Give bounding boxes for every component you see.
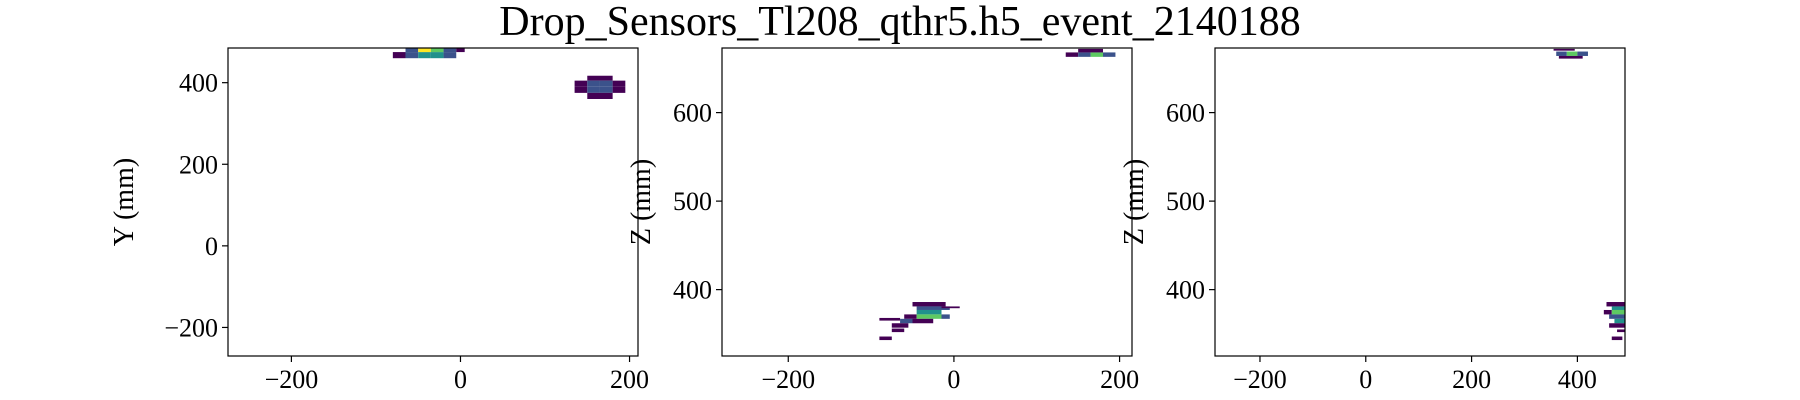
y-axis-label: Y (mm) bbox=[109, 158, 140, 246]
heatmap-cell bbox=[916, 314, 942, 319]
heatmap-cell bbox=[1617, 329, 1625, 333]
axes-frame bbox=[227, 47, 639, 357]
heatmap-cell bbox=[405, 52, 419, 59]
heatmap-cell bbox=[1611, 336, 1623, 341]
x-tick-label: −200 bbox=[265, 365, 319, 394]
heatmap-cell bbox=[1606, 302, 1625, 307]
panel-xz: −200 0 200 400 500 600 Z (mm) bbox=[626, 47, 1139, 394]
heatmap-cell bbox=[587, 92, 613, 99]
x-tick-label: −200 bbox=[761, 365, 815, 394]
heatmap-cell bbox=[1558, 55, 1583, 59]
heatmap-cell bbox=[1614, 318, 1625, 324]
heatmap-cell bbox=[612, 80, 626, 87]
heatmap-cells bbox=[392, 48, 626, 99]
heatmap-cell bbox=[612, 86, 626, 93]
y-tick-label: 600 bbox=[673, 99, 712, 128]
heatmap-cell bbox=[912, 318, 934, 324]
heatmap-cell bbox=[418, 48, 431, 53]
figure-title: Drop_Sensors_Tl208_qthr5.h5_event_214018… bbox=[499, 0, 1300, 45]
heatmap-cell bbox=[418, 52, 431, 59]
heatmap-cell bbox=[599, 80, 613, 87]
heatmap-cell bbox=[879, 336, 892, 341]
x-tick-label: 0 bbox=[1359, 365, 1372, 394]
heatmap-cell bbox=[1566, 51, 1578, 56]
y-tick-label: 400 bbox=[179, 69, 218, 98]
heatmap-cell bbox=[941, 306, 960, 309]
heatmap-cell bbox=[1553, 48, 1575, 51]
heatmap-cell bbox=[1603, 309, 1612, 315]
heatmap-cell bbox=[1611, 306, 1625, 310]
heatmap-cell bbox=[1556, 51, 1567, 56]
heatmap-cells bbox=[1553, 48, 1625, 341]
x-tick-label: 0 bbox=[454, 365, 467, 394]
y-tick-label: 500 bbox=[673, 187, 712, 216]
x-tick-label: 200 bbox=[1100, 365, 1139, 394]
x-tick-label: 200 bbox=[610, 365, 649, 394]
heatmap-cell bbox=[1078, 48, 1104, 53]
y-axis-label: Z (mm) bbox=[1119, 159, 1150, 245]
heatmap-cell bbox=[891, 328, 905, 333]
y-axis-label: Z (mm) bbox=[626, 159, 657, 245]
heatmap-cell bbox=[587, 80, 600, 87]
x-tick-label: −200 bbox=[1233, 365, 1287, 394]
x-tick-label: 0 bbox=[947, 365, 960, 394]
heatmap-cell bbox=[456, 48, 465, 53]
y-tick-label: 200 bbox=[179, 150, 218, 179]
heatmap-cell bbox=[443, 52, 457, 59]
y-tick-label: 400 bbox=[1166, 276, 1205, 305]
heatmap-cell bbox=[599, 86, 613, 93]
heatmap-cell bbox=[430, 52, 444, 59]
y-tick-label: 500 bbox=[1166, 187, 1205, 216]
x-tick-label: 200 bbox=[1452, 365, 1491, 394]
heatmap-cell bbox=[587, 86, 600, 93]
y-tick-label: 400 bbox=[673, 276, 712, 305]
heatmap-cell bbox=[587, 75, 613, 81]
heatmap-cell bbox=[1609, 314, 1625, 319]
heatmap-cell bbox=[430, 48, 444, 53]
heatmap-cell bbox=[900, 318, 913, 324]
heatmap-cell bbox=[1577, 51, 1588, 56]
heatmap-cell bbox=[1611, 309, 1625, 315]
heatmap-cell bbox=[904, 314, 917, 319]
heatmap-cell bbox=[1103, 52, 1116, 57]
heatmap-cell bbox=[941, 314, 950, 319]
y-tick-label: 0 bbox=[205, 232, 218, 261]
heatmap-cell bbox=[1609, 323, 1625, 328]
heatmap-cell bbox=[1078, 52, 1091, 57]
heatmap-cells bbox=[879, 48, 1116, 341]
panel-yz: −200 0 200 400 400 500 600 Z (mm) bbox=[1119, 47, 1626, 394]
x-tick-label: 400 bbox=[1558, 365, 1597, 394]
heatmap-cell bbox=[1065, 52, 1079, 57]
heatmap-cell bbox=[916, 306, 950, 310]
heatmap-cell bbox=[916, 309, 942, 315]
y-tick-label: −200 bbox=[164, 313, 218, 342]
heatmap-cell bbox=[879, 317, 901, 321]
axes-frame bbox=[1214, 47, 1626, 357]
heatmap-cell bbox=[443, 48, 457, 53]
y-tick-label: 600 bbox=[1166, 99, 1205, 128]
heatmap-cell bbox=[912, 302, 946, 307]
heatmap-cell bbox=[1090, 52, 1104, 57]
panel-xy: −200 0 200 −200 0 200 400 Y (mm) bbox=[109, 47, 649, 394]
heatmap-cell bbox=[392, 52, 406, 59]
heatmap-cell bbox=[891, 323, 909, 328]
heatmap-cell bbox=[574, 80, 588, 87]
heatmap-cell bbox=[405, 48, 419, 53]
heatmap-cell bbox=[574, 86, 588, 93]
axes-frame bbox=[721, 47, 1133, 357]
